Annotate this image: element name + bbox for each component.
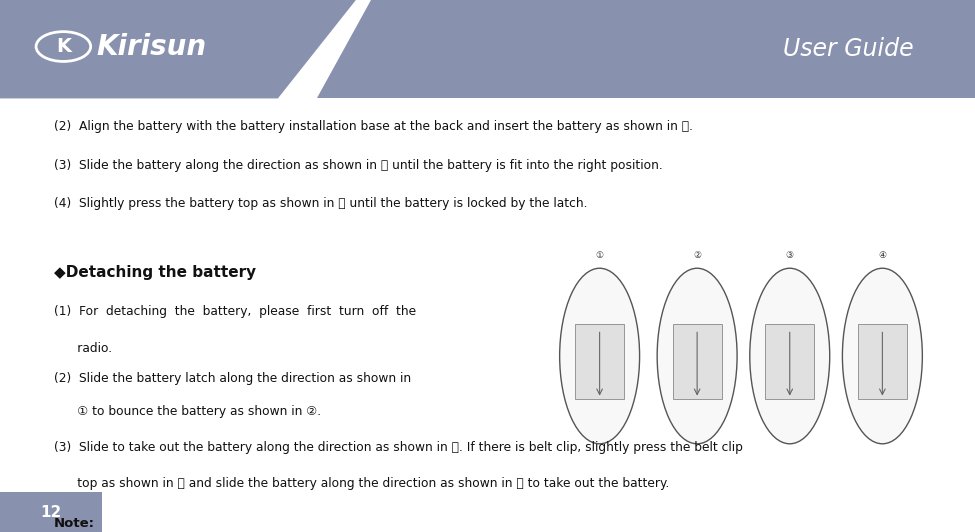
Text: ①: ①	[596, 251, 604, 260]
Text: Kirisun: Kirisun	[97, 32, 206, 61]
Ellipse shape	[560, 268, 640, 444]
Text: radio.: radio.	[54, 342, 112, 354]
Text: User Guide: User Guide	[783, 37, 914, 61]
Bar	[765, 324, 814, 398]
Bar	[673, 324, 722, 398]
Text: ②: ②	[693, 251, 701, 260]
Text: (3)  Slide the battery along the direction as shown in Ⓒ until the battery is fi: (3) Slide the battery along the directio…	[54, 159, 662, 171]
Text: 12: 12	[41, 504, 61, 520]
Ellipse shape	[657, 268, 737, 444]
Text: Note:: Note:	[54, 517, 95, 530]
Text: (3)  Slide to take out the battery along the direction as shown in Ⓒ. If there i: (3) Slide to take out the battery along …	[54, 441, 743, 454]
Text: (1)  For  detaching  the  battery,  please  first  turn  off  the: (1) For detaching the battery, please fi…	[54, 305, 415, 318]
Text: (4)  Slightly press the battery top as shown in Ⓓ until the battery is locked by: (4) Slightly press the battery top as sh…	[54, 197, 587, 210]
Bar	[858, 324, 907, 398]
Text: ③: ③	[786, 251, 794, 260]
Text: (2)  Align the battery with the battery installation base at the back and insert: (2) Align the battery with the battery i…	[54, 120, 692, 132]
Text: ◆Detaching the battery: ◆Detaching the battery	[54, 265, 255, 280]
Polygon shape	[317, 0, 975, 98]
Text: K: K	[56, 37, 71, 56]
Ellipse shape	[750, 268, 830, 444]
Text: top as shown in Ⓓ and slide the battery along the direction as shown in Ⓒ to tak: top as shown in Ⓓ and slide the battery …	[54, 477, 669, 490]
Ellipse shape	[842, 268, 922, 444]
Text: (2)  Slide the battery latch along the direction as shown in: (2) Slide the battery latch along the di…	[54, 372, 410, 385]
Bar	[0, 492, 102, 532]
Text: ④: ④	[878, 251, 886, 260]
Polygon shape	[0, 0, 356, 98]
Text: ① to bounce the battery as shown in ②.: ① to bounce the battery as shown in ②.	[54, 405, 321, 418]
Bar	[575, 324, 624, 398]
